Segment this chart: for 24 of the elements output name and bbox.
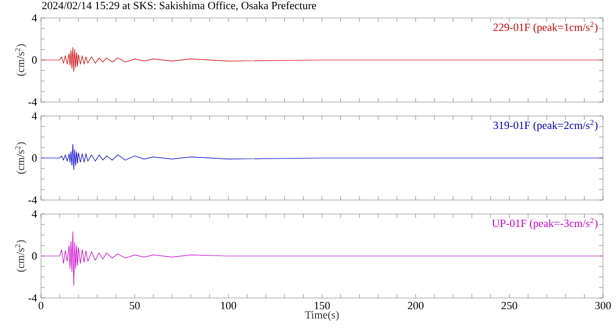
text: 319-01F (peak=2cm/s$^{2}$) [494,120,598,132]
y-tick-label: -4 [28,294,37,302]
x-tick-label: 250 [502,302,518,310]
x-tick-label: 100 [221,302,236,310]
y-axis-title: (cm/s$^{2}$) [15,240,26,272]
x-tick-label: 150 [314,302,330,310]
y-tick-label: 4 [32,210,37,218]
y-tick-label: 4 [32,112,37,120]
y-tick-label: 0 [32,56,37,64]
y-tick-label: -4 [28,98,37,106]
y-axis-title: (cm/s$^{2}$) [15,44,26,76]
x-tick-label: 50 [130,302,140,310]
y-tick-label: -4 [28,196,37,204]
x-axis-title: Time(s) [304,310,339,321]
y-tick-label: 4 [32,14,37,22]
x-tick-label: 300 [595,302,611,310]
text: UP-01F (peak=-3cm/s$^{2}$) [492,218,598,230]
x-tick-label: 0 [38,302,44,310]
text: 229-01F (peak=1cm/s$^{2}$) [494,22,598,34]
y-tick-label: 0 [32,252,37,260]
y-tick-label: 0 [32,154,37,162]
y-axis-title: (cm/s$^{2}$) [15,142,26,174]
chart-title: 2024/02/14 15:29 at SKS: Sakishima Office, Osaka Prefecture [42,1,316,11]
x-tick-label: 200 [408,302,424,310]
